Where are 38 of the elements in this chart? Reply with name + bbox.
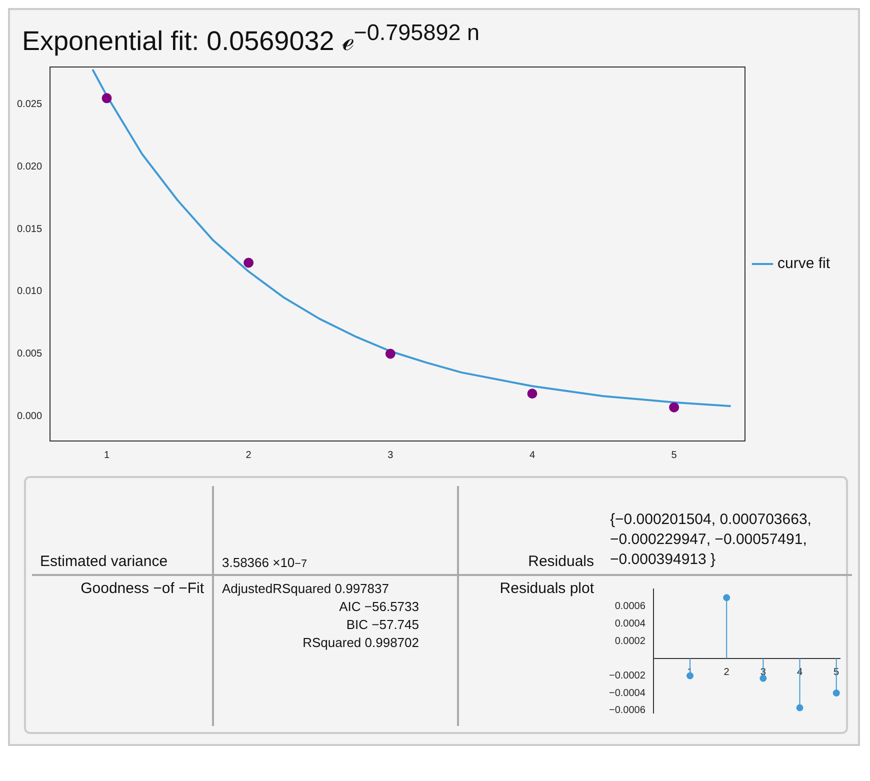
x-tick-label: 4 <box>529 450 536 461</box>
text: BIC −57.745 <box>345 616 420 634</box>
point <box>796 704 804 712</box>
text: Residuals <box>457 486 602 576</box>
legend-label: curve fit <box>777 255 831 272</box>
y-tick-label: 0.015 <box>16 224 42 235</box>
text: AdjustedRSquared 0.997837 <box>222 580 390 598</box>
y-tick-label: 0.025 <box>16 99 42 110</box>
y-tick-label: 0.0002 <box>614 636 646 647</box>
point <box>102 93 112 104</box>
text: {−0.000201504, 0.000703663, −0.000229947, −0.00057491, −0.000394913 } <box>602 486 852 576</box>
x-tick-label: 5 <box>671 450 678 461</box>
x-tick-label: 2 <box>246 450 252 461</box>
text: Residuals plot <box>457 576 602 726</box>
y-tick-label: −0.0006 <box>608 705 646 716</box>
y-tick-label: 0.010 <box>16 286 42 298</box>
point <box>832 690 840 697</box>
point <box>686 672 694 680</box>
y-tick-label: −0.0004 <box>608 688 646 699</box>
x-tick-label: 3 <box>388 450 394 461</box>
y-tick-label: 0.0004 <box>614 618 646 630</box>
text: Goodness −of −Fit <box>80 579 205 599</box>
y-tick-label: 0.0006 <box>614 601 646 612</box>
point <box>723 594 730 602</box>
point <box>669 402 680 412</box>
y-tick-label: 0.005 <box>16 348 42 360</box>
point <box>244 258 254 268</box>
text: AIC −56.5733 <box>338 598 420 616</box>
y-tick-label: 0.020 <box>16 161 42 172</box>
x-tick-label: 2 <box>724 667 730 678</box>
text: RSquared 0.998702 <box>302 634 420 652</box>
text: Estimated variance <box>32 549 212 576</box>
point <box>527 388 538 399</box>
chart-title: Exponential fit: 0.0569032 ℯ$^{−0.795892 n}$ <box>21 19 480 58</box>
point <box>385 348 396 359</box>
y-tick-label: −0.0002 <box>608 670 646 682</box>
x-tick-label: 1 <box>104 450 110 461</box>
y-tick-label: 0.000 <box>16 410 42 422</box>
